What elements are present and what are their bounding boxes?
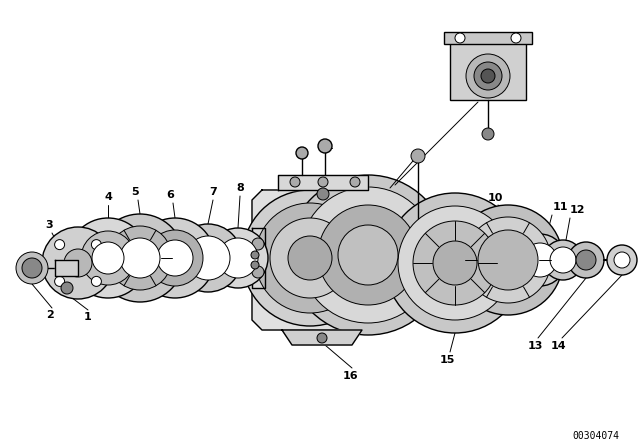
Bar — [444, 32, 532, 44]
Circle shape — [318, 205, 418, 305]
Circle shape — [61, 282, 73, 294]
Circle shape — [398, 206, 512, 320]
Text: 14: 14 — [551, 341, 567, 351]
Circle shape — [290, 177, 300, 187]
Circle shape — [252, 266, 264, 278]
Circle shape — [296, 147, 308, 159]
Circle shape — [481, 69, 495, 83]
Circle shape — [92, 276, 101, 286]
Text: 12: 12 — [570, 205, 586, 215]
Text: 4: 4 — [104, 192, 112, 202]
Circle shape — [550, 247, 576, 273]
Circle shape — [42, 227, 114, 299]
Text: 11: 11 — [553, 202, 568, 212]
Circle shape — [413, 221, 497, 305]
Circle shape — [523, 243, 557, 277]
Circle shape — [147, 230, 203, 286]
Circle shape — [338, 225, 398, 285]
Text: 8: 8 — [236, 183, 244, 193]
Circle shape — [482, 128, 494, 140]
Circle shape — [218, 238, 258, 278]
Text: 2: 2 — [46, 310, 54, 320]
Text: 16: 16 — [342, 371, 358, 381]
Circle shape — [453, 205, 563, 315]
Text: 6: 6 — [166, 190, 174, 200]
Circle shape — [252, 238, 264, 250]
Polygon shape — [252, 228, 265, 288]
Text: 13: 13 — [527, 341, 543, 351]
Circle shape — [16, 252, 48, 284]
Circle shape — [288, 236, 332, 280]
Circle shape — [511, 33, 521, 43]
Circle shape — [433, 241, 477, 285]
Polygon shape — [282, 330, 362, 345]
Circle shape — [242, 190, 378, 326]
Circle shape — [186, 236, 230, 280]
Circle shape — [465, 217, 551, 303]
Circle shape — [81, 231, 135, 285]
Polygon shape — [278, 175, 368, 190]
Circle shape — [108, 226, 172, 290]
Bar — [450, 42, 526, 100]
Circle shape — [174, 224, 242, 292]
Circle shape — [54, 276, 65, 286]
Circle shape — [576, 250, 596, 270]
Circle shape — [350, 177, 360, 187]
Text: 5: 5 — [131, 187, 139, 197]
Circle shape — [607, 245, 637, 275]
Circle shape — [92, 242, 124, 274]
Text: 00304074: 00304074 — [573, 431, 620, 441]
Text: 15: 15 — [439, 355, 454, 365]
Circle shape — [317, 333, 327, 343]
Circle shape — [288, 175, 448, 335]
Text: 7: 7 — [209, 187, 217, 197]
Circle shape — [514, 234, 566, 286]
Circle shape — [251, 261, 259, 269]
Polygon shape — [55, 260, 78, 276]
Circle shape — [157, 240, 193, 276]
Polygon shape — [252, 190, 395, 330]
Circle shape — [270, 218, 350, 298]
Circle shape — [96, 214, 184, 302]
Circle shape — [22, 258, 42, 278]
Circle shape — [251, 251, 259, 259]
Circle shape — [318, 177, 328, 187]
Text: 3: 3 — [45, 220, 53, 230]
Circle shape — [255, 203, 365, 313]
Text: 9: 9 — [454, 200, 462, 210]
Circle shape — [543, 240, 583, 280]
Circle shape — [317, 188, 329, 200]
Circle shape — [318, 139, 332, 153]
Circle shape — [614, 252, 630, 268]
Circle shape — [92, 240, 101, 250]
Circle shape — [135, 218, 215, 298]
Text: 1: 1 — [84, 312, 92, 322]
Circle shape — [68, 218, 148, 298]
Circle shape — [466, 54, 510, 98]
Circle shape — [455, 33, 465, 43]
Circle shape — [208, 228, 268, 288]
Circle shape — [568, 242, 604, 278]
Circle shape — [54, 240, 65, 250]
Circle shape — [300, 187, 436, 323]
Circle shape — [385, 193, 525, 333]
Circle shape — [411, 149, 425, 163]
Text: 10: 10 — [487, 193, 502, 203]
Circle shape — [474, 62, 502, 90]
Circle shape — [120, 238, 160, 278]
Circle shape — [64, 249, 92, 277]
Circle shape — [478, 230, 538, 290]
